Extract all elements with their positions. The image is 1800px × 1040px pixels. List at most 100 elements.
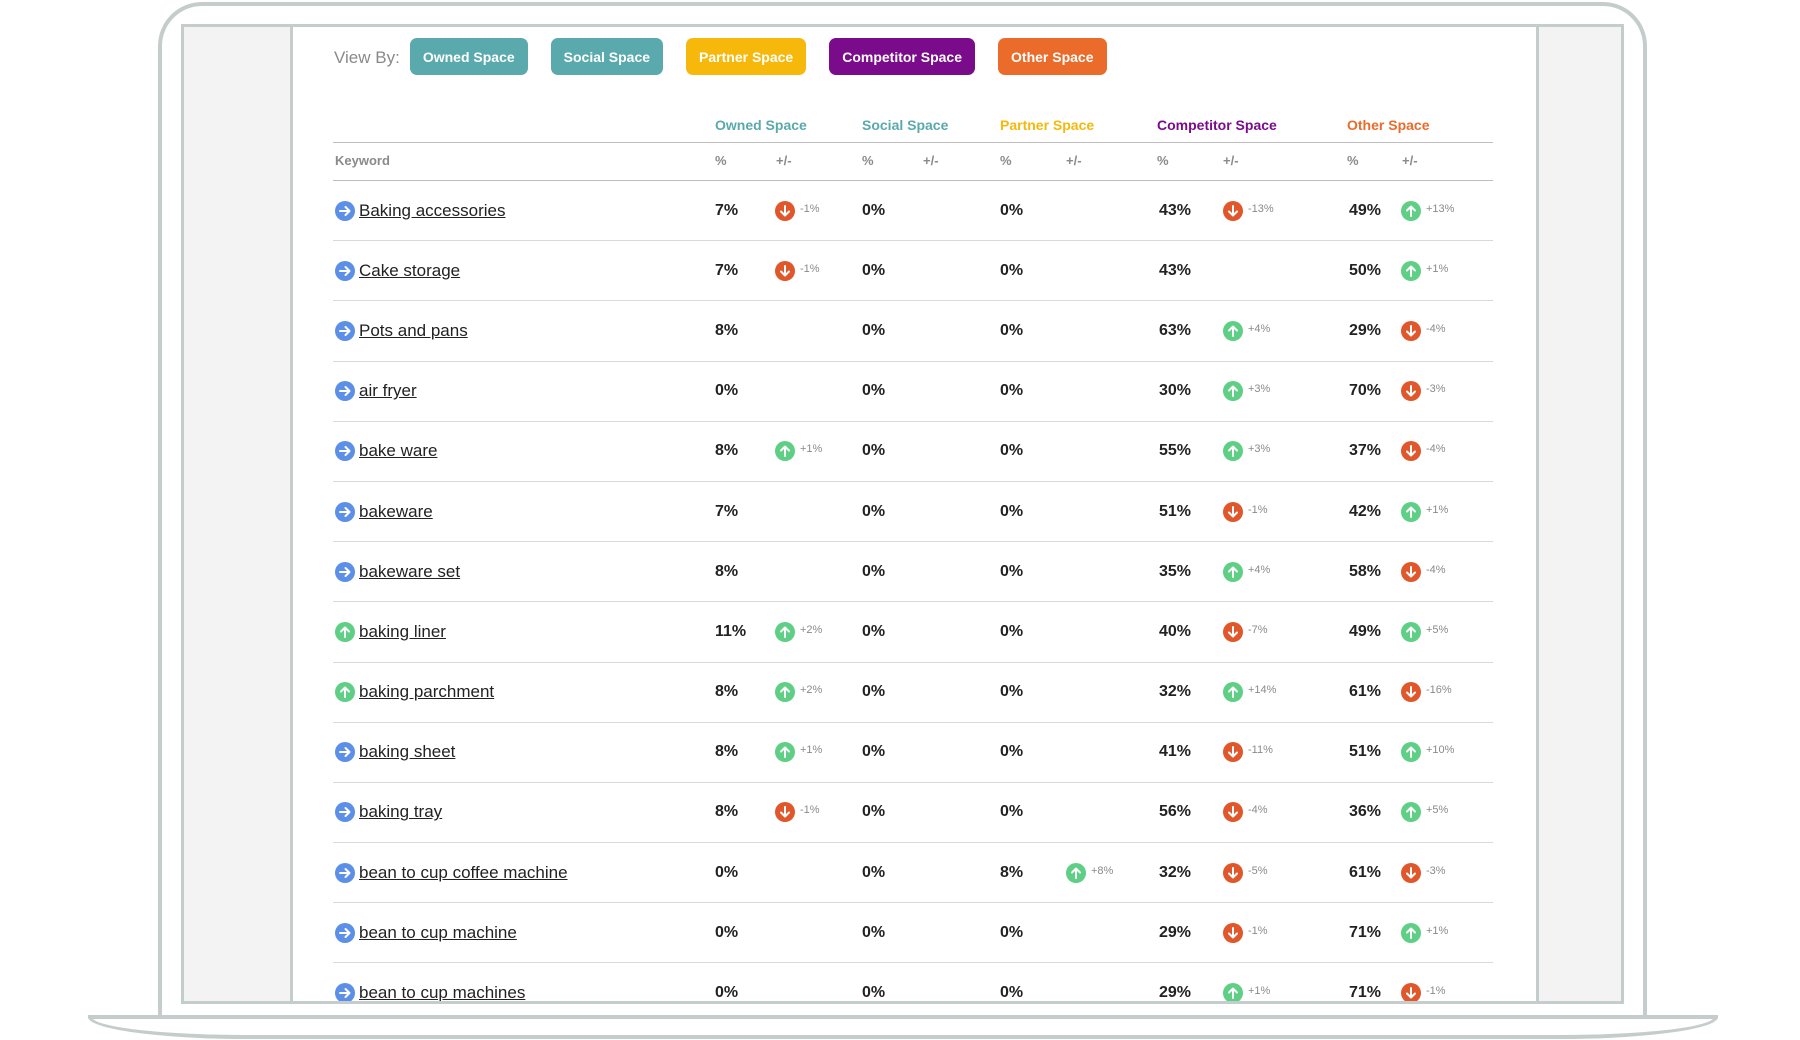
competitor-change-value: +4% [1248,563,1271,576]
competitor-change: +14% [1223,682,1276,703]
keyword-link[interactable]: Pots and pans [359,320,468,340]
keyword-cell: Baking accessories [335,200,506,221]
keyword-link[interactable]: bean to cup coffee machine [359,862,568,882]
competitor-pct: 43% [1159,261,1192,279]
other-space-button[interactable]: Other Space [998,38,1107,75]
owned-change: -1% [775,200,820,221]
keyword-link[interactable]: air fryer [359,381,417,401]
competitor-pct: 51% [1159,502,1192,520]
screen: View By: Owned Space Social Space Partne… [181,24,1624,1004]
partner-change-header[interactable]: +/- [1066,153,1082,168]
arrow-right-icon [335,742,355,763]
view-by-bar: View By: Owned Space Social Space Partne… [334,38,1130,75]
arrow-down-icon [1223,501,1243,522]
social-pct: 0% [862,382,886,400]
competitor-change: -13% [1223,200,1274,221]
other-change: +1% [1401,501,1448,522]
competitor-space-button[interactable]: Competitor Space [829,38,976,75]
owned-space-button[interactable]: Owned Space [409,38,528,75]
keyword-link[interactable]: bakeware set [359,561,461,581]
owned-change-value: +2% [800,623,823,636]
arrow-up-icon [335,682,355,703]
owned-pct-header[interactable]: % [715,153,727,168]
partner-pct: 0% [1000,321,1024,339]
arrow-down-icon [1401,381,1421,402]
arrow-right-icon [335,200,355,221]
social-pct: 0% [862,502,886,520]
keyword-link[interactable]: bakeware [359,501,433,521]
other-change-value: +1% [1426,262,1449,275]
owned-pct: 7% [715,261,739,279]
social-pct: 0% [862,442,886,460]
competitor-pct: 55% [1159,442,1192,460]
other-change-header[interactable]: +/- [1402,153,1418,168]
group-header-social: Social Space [862,117,949,133]
keyword-link[interactable]: baking liner [359,621,446,641]
arrow-up-icon [1401,260,1421,281]
competitor-change-header[interactable]: +/- [1223,153,1239,168]
keyword-column-header[interactable]: Keyword [335,153,390,168]
keyword-link[interactable]: Cake storage [359,260,461,280]
other-change: -4% [1401,561,1446,582]
social-space-button[interactable]: Social Space [550,38,664,75]
keyword-link[interactable]: bean to cup machine [359,922,517,942]
competitor-pct: 43% [1159,201,1192,219]
social-pct-header[interactable]: % [862,153,874,168]
competitor-pct: 30% [1159,382,1192,400]
keyword-cell: baking liner [335,621,446,642]
competitor-change-value: -5% [1248,864,1268,877]
partner-pct-header[interactable]: % [1000,153,1012,168]
other-pct: 49% [1349,201,1382,219]
arrow-right-icon [335,501,355,522]
competitor-change: +3% [1223,381,1270,402]
competitor-change: +4% [1223,561,1271,582]
arrow-right-icon [335,441,355,462]
competitor-change-value: -11% [1248,744,1273,757]
other-change: +1% [1401,922,1448,943]
arrow-up-icon [775,682,795,703]
arrow-right-icon [335,260,355,281]
owned-pct: 8% [715,442,739,460]
report-panel: View By: Owned Space Social Space Partne… [290,27,1539,1003]
competitor-pct: 63% [1159,321,1192,339]
arrow-right-icon [335,983,355,1001]
other-pct: 51% [1349,743,1382,761]
arrow-right-icon [335,862,355,883]
keyword-link[interactable]: baking tray [359,802,443,822]
competitor-change: -1% [1223,922,1268,943]
keyword-link[interactable]: baking sheet [359,742,456,762]
keyword-link[interactable]: bean to cup machines [359,983,526,1003]
keyword-cell: bakeware set [335,561,461,582]
partner-pct: 0% [1000,984,1024,1002]
social-pct: 0% [862,923,886,941]
arrow-up-icon [1223,983,1243,1001]
other-pct-header[interactable]: % [1347,153,1359,168]
table-row: bean to cup machines 0% 0% 0% 29% +1% 71% -1% [333,963,1493,1003]
other-change-value: -3% [1426,383,1446,396]
partner-space-button[interactable]: Partner Space [686,38,807,75]
table-row: Baking accessories 7% -1% 0% 0% 43% -13% 49% +13… [333,181,1493,242]
keyword-cell: Cake storage [335,260,461,281]
table-row: bean to cup coffee machine 0% 0% 8% +8% 32% -5… [333,843,1493,904]
other-pct: 61% [1349,683,1382,701]
other-change-value: -3% [1426,864,1446,877]
table-row: bakeware set 8% 0% 0% 35% +4% 58% -4% [333,542,1493,603]
social-change-header[interactable]: +/- [923,153,939,168]
social-pct: 0% [862,743,886,761]
competitor-pct-header[interactable]: % [1157,153,1169,168]
arrow-down-icon [1401,441,1421,462]
arrow-up-icon [335,621,355,642]
arrow-up-icon [775,742,795,763]
group-header-competitor: Competitor Space [1157,117,1277,133]
arrow-up-icon [1066,862,1086,883]
table-row: Pots and pans 8% 0% 0% 63% +4% 29% -4% [333,301,1493,362]
arrow-up-icon [1401,621,1421,642]
keyword-link[interactable]: bake ware [359,441,438,461]
owned-pct: 0% [715,984,739,1002]
owned-change-header[interactable]: +/- [776,153,792,168]
keyword-link[interactable]: Baking accessories [359,200,506,220]
other-pct: 58% [1349,562,1382,580]
keyword-link[interactable]: baking parchment [359,682,495,702]
keyword-cell: baking sheet [335,742,456,763]
other-change-value: +5% [1426,804,1449,817]
